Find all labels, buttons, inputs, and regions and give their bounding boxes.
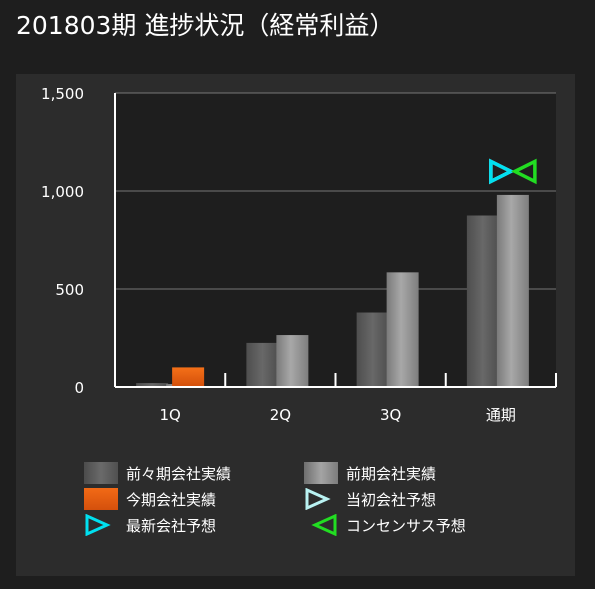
x-tick-label: 2Q bbox=[270, 406, 291, 424]
forecast-markers bbox=[489, 158, 537, 185]
bar-prev2-actual bbox=[466, 215, 499, 387]
bar-prev2-actual bbox=[356, 312, 389, 387]
bar-prev-actual bbox=[496, 194, 529, 387]
y-tick-label: 500 bbox=[55, 281, 84, 299]
x-tick-label: 3Q bbox=[380, 406, 401, 424]
y-tick-label: 1,500 bbox=[41, 85, 84, 103]
bar-prev-actual bbox=[276, 335, 309, 387]
marker-consensus bbox=[510, 158, 537, 185]
y-tick-label: 0 bbox=[74, 379, 84, 397]
page-title: 201803期 進捗状況（経常利益） bbox=[16, 11, 395, 40]
bar-prev2-actual bbox=[246, 342, 279, 387]
bar-prev2-actual bbox=[136, 383, 169, 387]
bar-current-actual bbox=[172, 367, 205, 387]
bar-prev-actual bbox=[386, 272, 419, 387]
x-tick-label: 通期 bbox=[486, 406, 516, 424]
bars bbox=[136, 194, 529, 387]
marker-latest-forecast bbox=[489, 158, 515, 185]
axes: 0 500 1,000 1,500 1Q 2Q 3Q 通期 bbox=[41, 85, 557, 424]
y-tick-label: 1,000 bbox=[41, 183, 84, 201]
x-tick-label: 1Q bbox=[159, 406, 180, 424]
